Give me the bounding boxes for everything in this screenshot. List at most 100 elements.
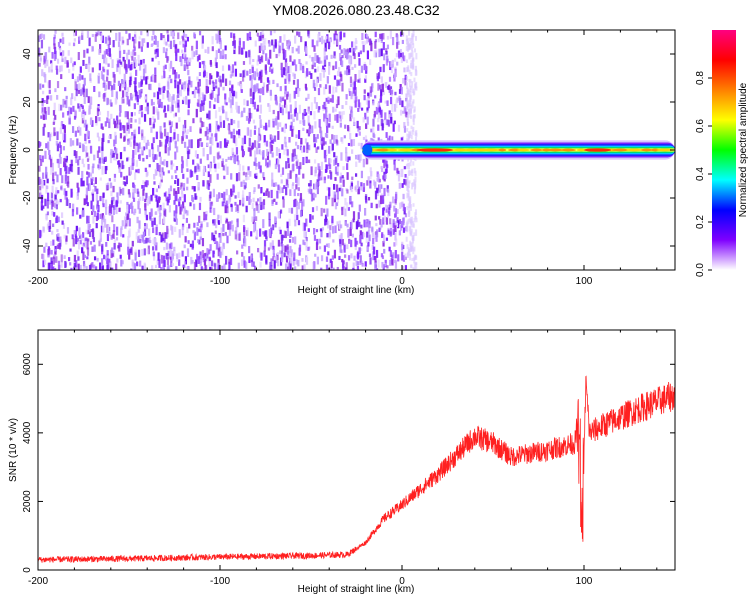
spectrogram-cell — [59, 38, 62, 43]
spectrogram-cell — [118, 163, 121, 168]
spectrogram-cell — [308, 124, 311, 130]
spectrogram-cell — [372, 237, 375, 245]
spectrogram-cell — [44, 111, 47, 120]
spectrogram-cell — [212, 82, 215, 90]
spectrogram-cell — [107, 182, 110, 190]
spectrogram-cell — [50, 249, 53, 255]
spectrogram-cell — [258, 115, 262, 119]
spectrogram-cell — [48, 149, 51, 155]
spectrogram-cell — [286, 221, 289, 229]
spectrogram-cell — [79, 214, 82, 219]
spectrogram-cell — [41, 101, 44, 107]
spectrogram-cell — [245, 261, 248, 270]
spectrogram-cell — [245, 205, 248, 213]
spectrogram-cell — [203, 211, 206, 221]
spectrogram-cell — [241, 244, 244, 249]
spectrogram-cell — [45, 166, 48, 175]
spectrogram-cell — [239, 80, 242, 87]
spectrogram-cell — [186, 59, 189, 65]
spectrogram-cell — [137, 54, 140, 62]
spectrogram-cell — [294, 219, 297, 227]
spectrogram-cell — [221, 265, 224, 270]
spectrogram-cell — [129, 141, 132, 147]
spectrogram-cell — [155, 242, 158, 251]
spectrogram-cell — [411, 50, 414, 58]
spectrogram-cell — [407, 250, 410, 256]
spectrogram-cell — [302, 199, 305, 207]
spectrogram-cell — [121, 160, 124, 170]
spectrogram-cell — [212, 234, 216, 242]
spectrogram-cell — [129, 165, 132, 172]
spectrogram-cell — [260, 55, 264, 63]
spectrogram-cell — [309, 180, 312, 187]
spectrogram-cell — [230, 203, 233, 208]
spectrogram-cell — [222, 86, 225, 91]
spectrogram-cell — [49, 95, 53, 101]
spectrogram-cell — [357, 52, 361, 57]
spectrogram-cell — [231, 269, 234, 270]
spectrogram-cell — [158, 151, 161, 157]
spectrogram-cell — [386, 44, 390, 50]
spectrogram-cell — [414, 212, 417, 219]
spectrogram-cell — [87, 172, 90, 178]
spectrogram-cell — [182, 31, 186, 37]
spectrogram-cell — [236, 250, 239, 255]
spectrogram-cell — [164, 64, 167, 70]
spectrogram-cell — [230, 107, 233, 114]
spectrogram-cell — [266, 149, 269, 157]
spectrogram-cell — [182, 183, 186, 188]
spectrogram-cell — [413, 232, 416, 236]
spectrogram-cell — [62, 37, 65, 45]
spectrogram-cell — [172, 163, 175, 167]
spectrogram-cell — [78, 156, 81, 161]
spectrogram-cell — [190, 256, 193, 265]
spectrogram-cell — [367, 100, 370, 109]
spectrogram-cell — [265, 190, 268, 196]
spectrogram-cell — [313, 134, 316, 143]
spectrogram-cell — [409, 37, 412, 42]
spectrogram-cell — [225, 218, 229, 223]
spectrogram-cell — [228, 80, 232, 86]
spectrogram-cell — [86, 152, 89, 157]
spectrogram-cell — [256, 59, 259, 66]
spectrogram-cell — [109, 154, 113, 164]
spectrogram-cell — [367, 176, 370, 181]
spectrogram-cell — [325, 243, 329, 248]
spectrogram-cell — [122, 98, 125, 104]
spectrogram-cell — [73, 262, 76, 268]
spectrogram-cell — [137, 168, 140, 174]
spectrogram-cell — [287, 111, 290, 120]
spectrogram-cell — [286, 228, 290, 237]
spectrogram-cell — [364, 207, 367, 216]
spectrogram-cell — [347, 142, 351, 146]
spectrogram-cell — [112, 185, 115, 193]
spectrogram-cell — [176, 133, 180, 142]
spectrogram-cell — [101, 243, 104, 252]
signal-band-blob — [626, 148, 642, 152]
spectrogram-cell — [83, 263, 86, 268]
spectrogram-cell — [280, 62, 283, 70]
spectrogram-cell — [110, 190, 113, 197]
spectrogram-cell — [332, 267, 335, 270]
spectrogram-cell — [406, 206, 409, 211]
spectrogram-cell — [68, 113, 71, 119]
spectrogram-cell — [344, 197, 347, 206]
spectrogram-cell — [399, 52, 403, 58]
spectrogram-cell — [293, 73, 296, 79]
spectrogram-cell — [256, 72, 259, 77]
spectrogram-cell — [253, 101, 257, 110]
spectrogram-cell — [360, 107, 364, 111]
spectrogram-cell — [58, 45, 62, 50]
spectrogram-cell — [268, 66, 272, 73]
spectrogram-cell — [150, 43, 153, 47]
spectrogram-cell — [305, 97, 308, 102]
spectrogram-cell — [361, 262, 364, 267]
spectrogram-cell — [111, 267, 114, 270]
spectrogram-cell — [219, 121, 222, 128]
spectrogram-cell — [253, 265, 257, 270]
spectrogram-cell — [398, 52, 401, 59]
spectrogram-cell — [237, 191, 240, 199]
spectrogram-cell — [243, 260, 246, 268]
spectrogram-cell — [127, 49, 130, 55]
spectrogram-cell — [142, 58, 145, 64]
